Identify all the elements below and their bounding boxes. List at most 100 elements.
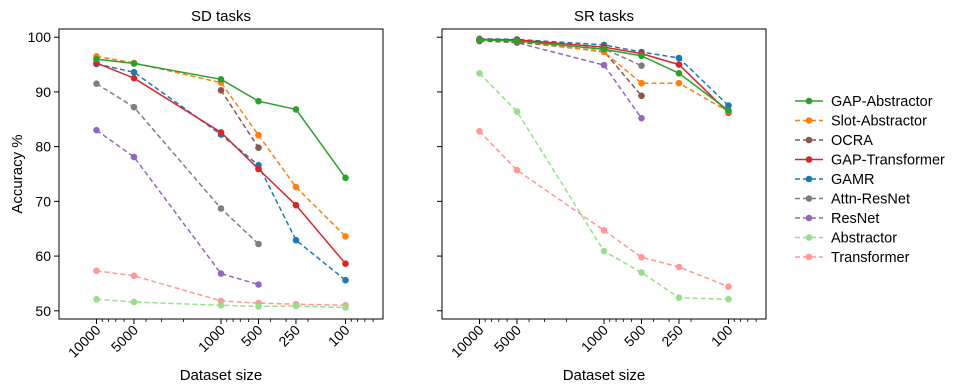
x-tick-label: 500	[238, 322, 266, 350]
series-line	[479, 38, 730, 107]
data-point	[600, 45, 608, 53]
data-point	[130, 74, 138, 82]
series-gap-transformer	[93, 59, 349, 268]
series-line	[96, 62, 347, 265]
data-point	[292, 201, 300, 209]
data-point	[130, 103, 138, 111]
data-point	[217, 205, 225, 212]
legend: GAP-Abstractor Slot-Abstractor OCRA GAP-Tra…	[795, 94, 945, 266]
legend-entry: ResNet	[795, 211, 879, 227]
data-point	[255, 97, 262, 105]
series-abstractor	[476, 70, 732, 303]
data-point	[255, 131, 262, 139]
data-point	[675, 61, 683, 68]
x-tick-label: 10000	[448, 322, 487, 361]
data-point	[292, 302, 300, 310]
legend-marker	[805, 175, 813, 183]
panel-title: SR tasks	[574, 8, 634, 25]
data-point	[638, 92, 645, 100]
y-tick-label: 80	[35, 139, 51, 155]
data-point	[93, 267, 100, 275]
series-transformer	[476, 128, 732, 291]
legend-entry: Abstractor	[795, 231, 897, 247]
x-tick-label: 100	[708, 322, 736, 350]
series-attn-resnet	[93, 80, 262, 248]
x-tick-label: 100	[325, 322, 353, 350]
data-point	[342, 276, 349, 284]
data-point	[725, 107, 732, 114]
x-axis-label: Dataset size	[180, 367, 263, 384]
y-tick-label: 50	[35, 303, 51, 319]
series-gap-abstractor	[476, 36, 732, 114]
x-tick-label: 5000	[491, 322, 524, 355]
data-point	[292, 236, 300, 244]
legend-label: Slot-Abstractor	[831, 114, 927, 130]
data-point	[638, 114, 645, 122]
legend-marker	[805, 234, 813, 241]
series-abstractor	[93, 296, 349, 311]
series-line	[478, 72, 729, 301]
y-axis-label: Accuracy %	[9, 134, 26, 213]
legend-marker	[805, 156, 813, 163]
data-point	[600, 247, 608, 255]
legend-entry: OCRA	[795, 133, 873, 149]
y-tick-label: 100	[28, 29, 52, 45]
legend-marker	[805, 117, 813, 124]
legend-label: ResNet	[831, 211, 879, 227]
data-point	[675, 294, 683, 302]
legend-entry: Attn-ResNet	[795, 192, 910, 208]
data-point	[217, 129, 225, 136]
data-point	[675, 263, 683, 271]
y-tick-label: 60	[35, 248, 51, 264]
series-line	[96, 55, 347, 237]
data-point	[342, 233, 349, 240]
series-ocra	[217, 87, 262, 151]
data-point	[217, 302, 225, 309]
series-line	[96, 63, 346, 281]
data-point	[93, 126, 100, 134]
series-line	[96, 129, 259, 286]
x-axis-label: Dataset size	[563, 367, 646, 384]
x-tick-label: 1000	[195, 322, 228, 355]
panel-title: SD tasks	[191, 8, 251, 25]
x-tick-label: 5000	[108, 322, 141, 355]
data-point	[292, 106, 300, 113]
data-point	[600, 227, 608, 234]
legend-entry: Transformer	[795, 250, 910, 266]
legend-marker	[805, 214, 813, 222]
data-point	[638, 253, 645, 261]
data-point	[725, 283, 732, 291]
x-tick-label: 250	[658, 322, 686, 350]
data-point	[638, 62, 645, 69]
legend-marker	[805, 97, 813, 105]
legend-entry: GAP-Abstractor	[795, 94, 933, 110]
legend-marker	[805, 136, 813, 144]
data-point	[476, 36, 483, 44]
panel-sr: SR tasks 10000 5000 1000 500 250 100 Dataset si…	[437, 8, 767, 384]
x-tick-label: 250	[275, 322, 303, 350]
data-point	[130, 298, 138, 306]
data-point	[93, 296, 100, 303]
data-point	[130, 153, 138, 161]
series-line	[96, 58, 347, 179]
data-point	[255, 281, 262, 288]
data-point	[217, 270, 225, 277]
series-line	[479, 39, 729, 112]
series-line	[96, 83, 260, 245]
legend-marker	[805, 253, 813, 261]
data-point	[725, 102, 732, 109]
series-group	[93, 53, 349, 311]
y-tick-label: 90	[35, 84, 51, 100]
series-line	[220, 89, 260, 149]
data-point	[638, 269, 645, 276]
data-point	[675, 54, 683, 62]
legend-entry: Slot-Abstractor	[795, 114, 927, 130]
data-point	[513, 108, 521, 115]
data-point	[725, 296, 732, 303]
data-point	[342, 304, 349, 311]
data-point	[93, 80, 100, 87]
data-point	[513, 37, 521, 45]
panel-sd: SD tasks 50 60 70 80 90 100 10000 5000 1000 500 250…	[28, 8, 384, 384]
data-point	[292, 183, 300, 191]
